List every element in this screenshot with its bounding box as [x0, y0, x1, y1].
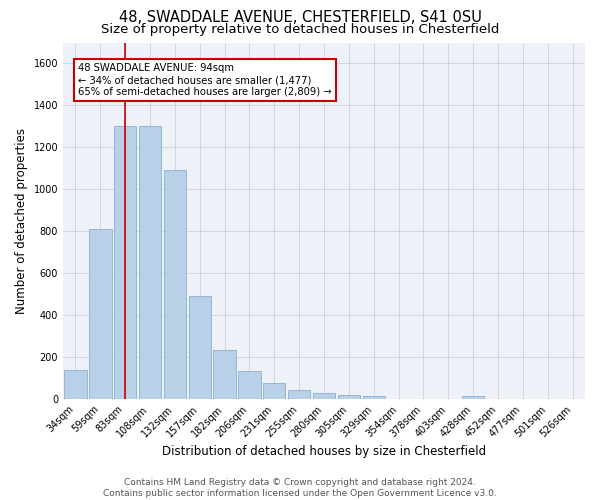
- Text: Size of property relative to detached houses in Chesterfield: Size of property relative to detached ho…: [101, 22, 499, 36]
- Bar: [164, 170, 186, 399]
- X-axis label: Distribution of detached houses by size in Chesterfield: Distribution of detached houses by size …: [162, 444, 486, 458]
- Bar: [462, 396, 484, 399]
- Bar: [139, 126, 161, 399]
- Bar: [238, 371, 260, 399]
- Y-axis label: Number of detached properties: Number of detached properties: [15, 128, 28, 314]
- Bar: [288, 390, 310, 399]
- Bar: [114, 126, 136, 399]
- Bar: [214, 350, 236, 399]
- Bar: [89, 229, 112, 399]
- Bar: [188, 296, 211, 399]
- Bar: [362, 396, 385, 399]
- Text: Contains HM Land Registry data © Crown copyright and database right 2024.
Contai: Contains HM Land Registry data © Crown c…: [103, 478, 497, 498]
- Bar: [263, 384, 286, 399]
- Text: 48 SWADDALE AVENUE: 94sqm
← 34% of detached houses are smaller (1,477)
65% of se: 48 SWADDALE AVENUE: 94sqm ← 34% of detac…: [78, 64, 332, 96]
- Bar: [338, 395, 360, 399]
- Bar: [64, 370, 86, 399]
- Bar: [313, 393, 335, 399]
- Text: 48, SWADDALE AVENUE, CHESTERFIELD, S41 0SU: 48, SWADDALE AVENUE, CHESTERFIELD, S41 0…: [119, 10, 481, 25]
